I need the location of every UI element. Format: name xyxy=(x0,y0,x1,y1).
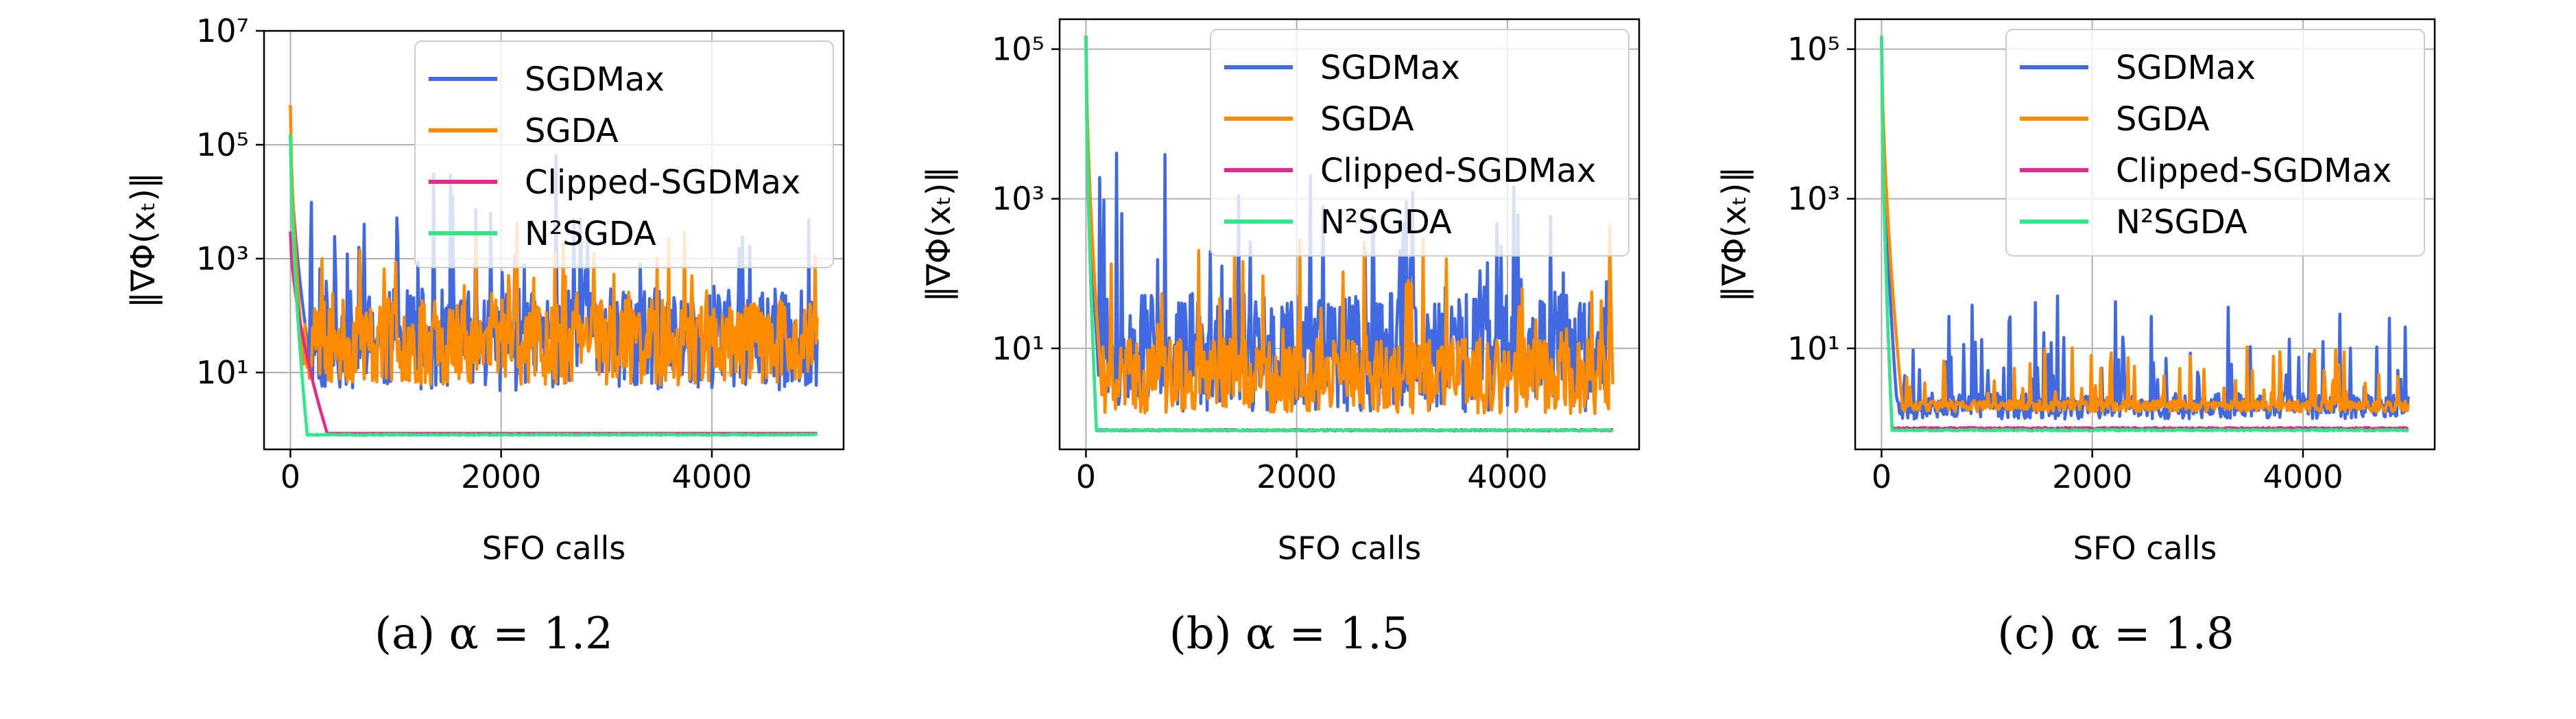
legend-label: SGDMax xyxy=(525,60,665,99)
x-tick-label: 2000 xyxy=(1256,458,1337,495)
series-line-sgda xyxy=(289,104,819,387)
legend-label: SGDMax xyxy=(1320,49,1460,87)
legend-box xyxy=(414,40,834,268)
series-line-n²sgda xyxy=(1880,36,2409,433)
legend-box xyxy=(1210,29,1630,257)
legend-label: N²SGDA xyxy=(1320,203,1452,241)
legend-box xyxy=(2005,29,2425,257)
y-axis-label: ‖∇Φ(xₜ)‖ xyxy=(1715,167,1754,303)
legend-label: N²SGDA xyxy=(525,215,656,253)
legend-label: Clipped-SGDMax xyxy=(1320,152,1596,190)
y-tick-label: 10¹ xyxy=(1787,330,1840,367)
x-axis-label: SFO calls xyxy=(482,530,626,567)
panel-caption: (c) α = 1.8 xyxy=(1997,609,2234,659)
plot-frame xyxy=(263,30,845,451)
panel-caption: (a) α = 1.2 xyxy=(374,609,613,659)
panel-1: 0 2000 4000 10¹ 10³ 10⁵ 10⁷ SFO calls ‖∇Φ(xₜ)‖ SG… xyxy=(124,12,845,659)
legend-label: Clipped-SGDMax xyxy=(2116,152,2392,190)
y-tick-label: 10³ xyxy=(196,240,249,277)
legend-label: SGDA xyxy=(525,112,619,150)
x-tick-label: 2000 xyxy=(2052,458,2132,495)
y-tick-label: 10³ xyxy=(1787,180,1840,217)
y-tick-label: 10¹ xyxy=(992,330,1045,367)
y-tick-label: 10⁵ xyxy=(196,126,249,163)
y-tick-label: 10⁵ xyxy=(1787,31,1840,68)
x-axis-label: SFO calls xyxy=(2073,530,2217,567)
y-tick-label: 10¹ xyxy=(196,354,249,391)
legend-label: N²SGDA xyxy=(2116,203,2247,241)
x-tick-label: 4000 xyxy=(2263,458,2343,495)
y-axis-label: ‖∇Φ(xₜ)‖ xyxy=(920,167,958,303)
legend: SGDMax SGDA Clipped-SGDMax N²SGDA xyxy=(1210,29,1630,257)
series-lines xyxy=(289,104,819,437)
legend-label: SGDA xyxy=(1320,100,1414,139)
y-axis-label: ‖∇Φ(xₜ)‖ xyxy=(124,172,163,308)
x-tick-label: 4000 xyxy=(1467,458,1547,495)
panel-3: 0 2000 4000 10¹ 10³ 10⁵ SFO calls ‖∇Φ(xₜ)‖ SGDMa… xyxy=(1715,18,2436,659)
legend: SGDMax SGDA Clipped-SGDMax N²SGDA xyxy=(414,40,834,268)
plot-frame xyxy=(1058,18,1641,451)
y-tick-label: 10³ xyxy=(992,180,1045,217)
x-tick-label: 0 xyxy=(281,458,300,495)
series-line-n²sgda xyxy=(289,134,818,437)
x-tick-label: 0 xyxy=(1076,458,1096,495)
series-lines xyxy=(1084,36,1614,433)
y-tick-label: 10⁷ xyxy=(196,12,249,49)
panel-2: 0 2000 4000 10¹ 10³ 10⁵ SFO calls ‖∇Φ(xₜ)‖ SGDMa… xyxy=(920,18,1641,659)
series-line-sgda xyxy=(1084,36,1614,416)
plot-frame xyxy=(1854,18,2436,451)
y-tick-label: 10⁵ xyxy=(992,31,1045,68)
legend: SGDMax SGDA Clipped-SGDMax N²SGDA xyxy=(2005,29,2425,257)
series-line-n²sgda xyxy=(1084,36,1614,433)
legend-label: SGDA xyxy=(2116,100,2210,139)
x-axis-label: SFO calls xyxy=(1278,530,1422,567)
x-tick-label: 0 xyxy=(1872,458,1892,495)
series-line-sgda xyxy=(1880,36,2410,414)
series-lines xyxy=(1880,36,2410,433)
legend-label: SGDMax xyxy=(2116,49,2256,87)
x-tick-label: 4000 xyxy=(671,458,752,495)
panel-caption: (b) α = 1.5 xyxy=(1169,609,1410,659)
x-tick-label: 2000 xyxy=(461,458,541,495)
legend-label: Clipped-SGDMax xyxy=(525,163,800,202)
